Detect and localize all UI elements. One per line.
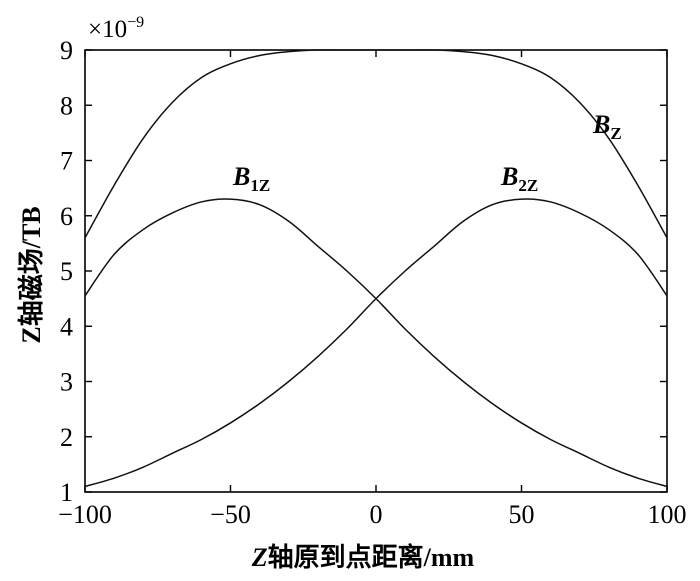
- y-tick-label: 2: [60, 423, 73, 452]
- y-axis-label: Z轴磁场/TB: [16, 206, 46, 343]
- series-line-b2z: [84, 198, 668, 488]
- plot-frame: [84, 49, 668, 493]
- series-label-b1z: B1Z: [232, 162, 270, 195]
- x-tick-label: 100: [648, 500, 687, 529]
- y-tick-label: 9: [60, 36, 73, 65]
- y-tick-label: 4: [60, 312, 73, 341]
- series-lines-group: [84, 49, 668, 488]
- series-label-b2z: B2Z: [500, 162, 538, 195]
- y-multiplier: ×10−9: [88, 14, 144, 43]
- series-label-bz: BZ: [592, 110, 622, 143]
- labels-group: BZ B1Z B2Z: [232, 110, 622, 195]
- y-tick-label: 8: [60, 91, 73, 120]
- x-tick-label: −100: [58, 500, 112, 529]
- ticks-group: −100 −50 0 50 100 1 2 3 4 5 6 7 8 9: [58, 36, 686, 529]
- series-line-b1z: [84, 198, 668, 488]
- y-tick-label: 6: [60, 202, 73, 231]
- x-axis-label: Z轴原到点距离/mm: [251, 542, 475, 572]
- y-tick-label: 5: [60, 257, 73, 286]
- x-tick-label: 50: [509, 500, 535, 529]
- y-tick-label: 1: [60, 478, 73, 507]
- x-tick-label: 0: [370, 500, 383, 529]
- plot-frame-group: [84, 49, 668, 493]
- series-line-bz: [84, 49, 668, 239]
- y-tick-label: 3: [60, 368, 73, 397]
- x-tick-label: −50: [210, 500, 251, 529]
- y-tick-label: 7: [60, 147, 73, 176]
